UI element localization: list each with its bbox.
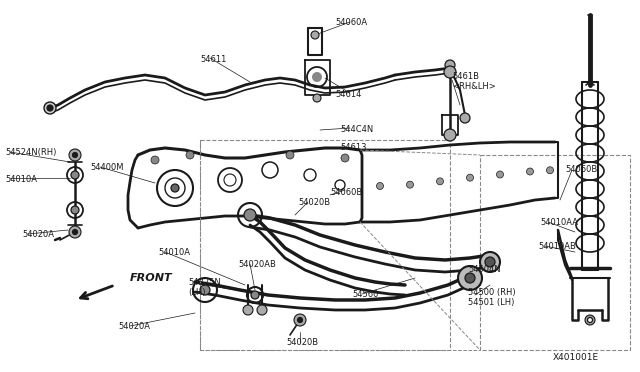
Circle shape (588, 317, 593, 323)
Text: 54500 (RH)
54501 (LH): 54500 (RH) 54501 (LH) (468, 288, 516, 307)
Text: 54614: 54614 (335, 90, 362, 99)
Circle shape (445, 60, 455, 70)
Text: 544C4N: 544C4N (340, 125, 373, 134)
Text: 54020AB: 54020AB (238, 260, 276, 269)
Circle shape (71, 206, 79, 214)
Circle shape (444, 66, 456, 78)
Circle shape (585, 315, 595, 325)
Circle shape (547, 167, 554, 174)
Text: 54060A: 54060A (335, 18, 367, 27)
Circle shape (44, 102, 56, 114)
Circle shape (444, 129, 456, 141)
Text: 54613: 54613 (340, 143, 367, 152)
Circle shape (251, 291, 259, 299)
Circle shape (485, 257, 495, 267)
Circle shape (465, 273, 475, 283)
Circle shape (72, 230, 77, 234)
Text: 54010AA: 54010AA (540, 218, 578, 227)
Text: 54020B: 54020B (286, 338, 318, 347)
Text: X401001E: X401001E (553, 353, 599, 362)
Text: 5461B
<RH&LH>: 5461B <RH&LH> (452, 72, 496, 92)
Circle shape (244, 209, 256, 221)
Circle shape (311, 31, 319, 39)
Circle shape (341, 154, 349, 162)
Circle shape (69, 226, 81, 238)
Circle shape (480, 252, 500, 272)
Circle shape (527, 168, 534, 175)
Text: 54020A: 54020A (118, 322, 150, 331)
Circle shape (458, 266, 482, 290)
Circle shape (294, 314, 306, 326)
Text: 54010A: 54010A (158, 248, 190, 257)
Text: 54060B: 54060B (565, 165, 597, 174)
Text: 54504N: 54504N (468, 265, 500, 274)
Circle shape (460, 113, 470, 123)
Circle shape (71, 171, 79, 179)
Circle shape (151, 156, 159, 164)
Circle shape (69, 149, 81, 161)
Circle shape (467, 174, 474, 181)
Text: 54400M: 54400M (90, 163, 124, 172)
Circle shape (47, 105, 53, 111)
Text: 54524N(RH): 54524N(RH) (5, 148, 56, 157)
Text: 54060B: 54060B (330, 188, 362, 197)
Bar (200, 140, 450, 350)
Text: 54010AB: 54010AB (538, 242, 576, 251)
Text: 54560: 54560 (352, 290, 378, 299)
Text: 54611: 54611 (200, 55, 227, 64)
Text: FRONT: FRONT (130, 273, 173, 283)
Bar (480, 155, 630, 350)
Circle shape (406, 181, 413, 188)
Circle shape (298, 317, 303, 323)
Text: 54010A: 54010A (5, 175, 37, 184)
Circle shape (186, 151, 194, 159)
Circle shape (376, 183, 383, 189)
Circle shape (312, 72, 322, 82)
Circle shape (200, 285, 210, 295)
Circle shape (243, 305, 253, 315)
Circle shape (286, 151, 294, 159)
Circle shape (436, 178, 444, 185)
Circle shape (497, 171, 504, 178)
Text: 54020A: 54020A (22, 230, 54, 239)
Text: 54325N
(LH): 54325N (LH) (188, 278, 221, 297)
Text: 54020B: 54020B (298, 198, 330, 207)
Circle shape (257, 305, 267, 315)
Circle shape (72, 153, 77, 157)
Circle shape (313, 94, 321, 102)
Circle shape (171, 184, 179, 192)
